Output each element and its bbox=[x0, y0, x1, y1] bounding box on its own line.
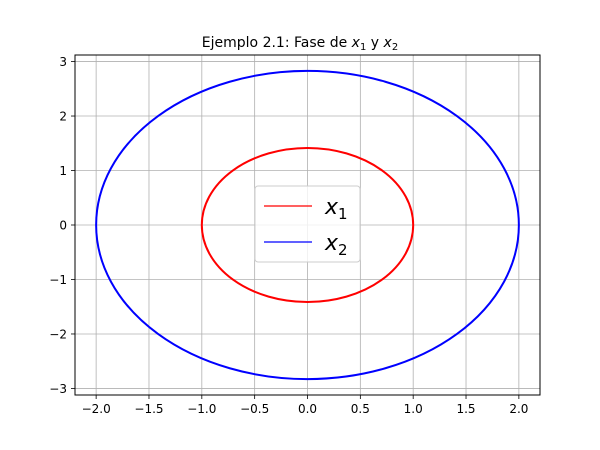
x-tick-label: 1.0 bbox=[404, 402, 423, 416]
legend-label-x2: x2 bbox=[324, 231, 348, 259]
title-mid: y bbox=[366, 35, 383, 51]
x-tick-label: 1.5 bbox=[456, 402, 475, 416]
title-sub-2: 2 bbox=[392, 42, 398, 53]
x-tick-label: 2.0 bbox=[509, 402, 528, 416]
title-prefix: Ejemplo 2.1: Fase de bbox=[202, 35, 352, 51]
y-axis: −3 −2 −1 0 1 2 3 bbox=[49, 55, 75, 396]
y-tick-label: −1 bbox=[49, 273, 67, 287]
chart-title: Ejemplo 2.1: Fase de x1 y x2 bbox=[202, 35, 398, 53]
title-var-2: x bbox=[383, 35, 393, 51]
x-tick-label: −1.0 bbox=[187, 402, 216, 416]
x-tick-label: −0.5 bbox=[240, 402, 269, 416]
title-var-1: x bbox=[351, 35, 361, 51]
series-line-x2 bbox=[95, 69, 520, 381]
y-tick-label: 3 bbox=[59, 55, 67, 69]
x-tick-label: −2.0 bbox=[82, 402, 111, 416]
x-axis: −2.0 −1.5 −1.0 −0.5 0.0 0.5 1.0 1.5 2.0 bbox=[82, 395, 528, 416]
y-tick-label: 1 bbox=[59, 164, 67, 178]
y-tick-label: 2 bbox=[59, 110, 67, 124]
y-tick-label: −2 bbox=[49, 327, 67, 341]
series-line-x1 bbox=[200, 146, 415, 304]
x-tick-label: −1.5 bbox=[134, 402, 163, 416]
title-sub-1: 1 bbox=[360, 42, 366, 53]
legend-box bbox=[254, 185, 361, 263]
y-tick-label: 0 bbox=[59, 219, 67, 233]
x-tick-label: 0.0 bbox=[298, 402, 317, 416]
x-tick-label: 0.5 bbox=[351, 402, 370, 416]
y-tick-label: −3 bbox=[49, 382, 67, 396]
series-layer bbox=[95, 69, 520, 381]
legend-label-x1: x1 bbox=[324, 195, 348, 223]
